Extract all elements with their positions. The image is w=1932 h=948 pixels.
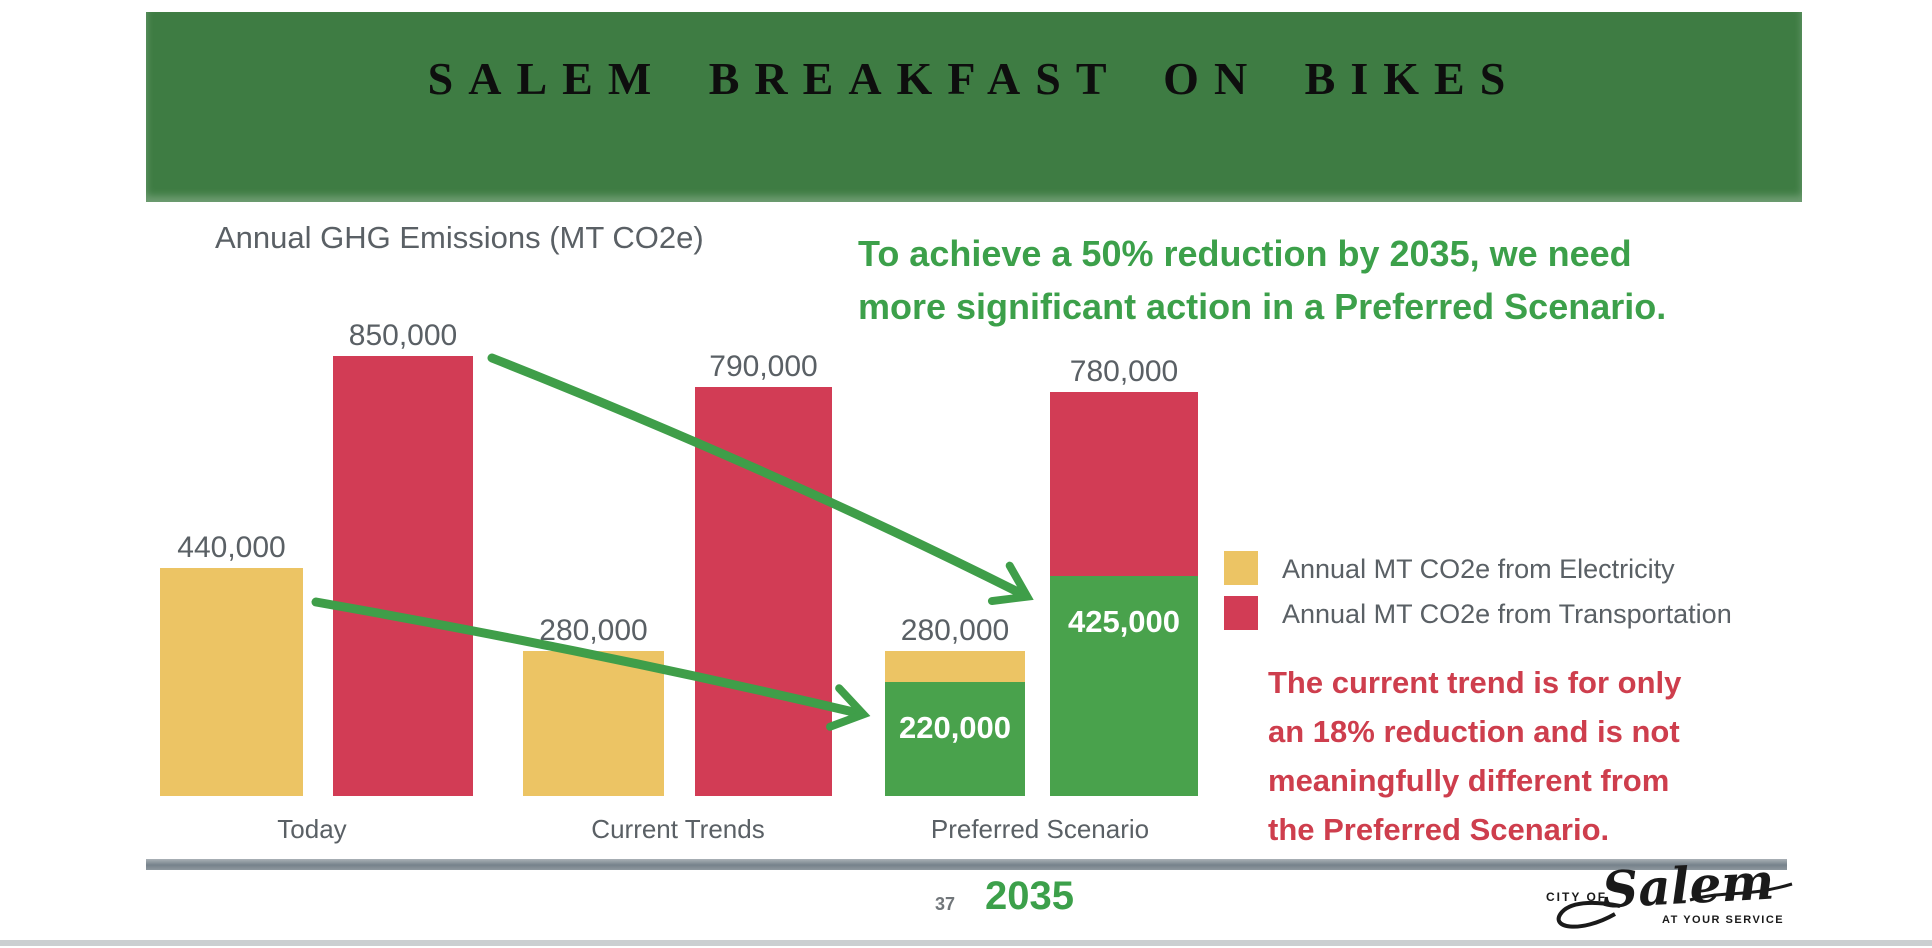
slide-title: SALEM BREAKFAST ON BIKES	[427, 53, 1521, 104]
bar-segment-electricity-electricity	[885, 651, 1025, 683]
red-callout-line-1: The current trend is for only	[1268, 665, 1682, 700]
bar-segment-electricity-preferred	[885, 682, 1025, 796]
bar-segment-transportation-transportation	[333, 356, 473, 796]
bar-segment-electricity-electricity	[160, 568, 303, 796]
category-label-current-trends: Current Trends	[591, 814, 765, 844]
red-callout-line-4: the Preferred Scenario.	[1268, 812, 1610, 847]
bar-segment-transportation-transportation	[695, 387, 832, 796]
logo-swoosh-icon	[1556, 882, 1793, 929]
bar-segment-transportation-transportation	[1050, 392, 1198, 576]
footer-divider	[146, 859, 1787, 870]
legend-label: Annual MT CO2e from Transportation	[1282, 599, 1732, 629]
bottom-edge-line	[0, 940, 1932, 946]
electricity-swatch-icon	[1224, 551, 1258, 585]
bar-value-label: 850,000	[348, 319, 458, 352]
transportation-swatch-icon	[1224, 596, 1258, 630]
green-callout: To achieve a 50% reduction by 2035, we n…	[858, 227, 1666, 333]
city-of-salem-logo: CITY OF Salem AT YOUR SERVICE	[1540, 852, 1800, 942]
bar-value-label: 790,000	[709, 350, 818, 384]
category-label-today: Today	[277, 814, 347, 844]
logo-name: Salem	[1600, 851, 1776, 920]
red-callout-line-3: meaningfully different from	[1268, 763, 1670, 798]
category-label-preferred-scenario: Preferred Scenario	[930, 814, 1150, 844]
bar-value-label: 280,000	[900, 614, 1010, 648]
red-callout-line-2: an 18% reduction and is not	[1268, 714, 1680, 749]
title-banner: SALEM BREAKFAST ON BIKES	[146, 12, 1802, 202]
green-callout-line-1: To achieve a 50% reduction by 2035, we n…	[858, 233, 1632, 274]
bar-value-label: 440,000	[177, 531, 286, 565]
bar-inner-label: 425,000	[1067, 604, 1181, 639]
page-number: 37	[934, 894, 956, 914]
legend-label: Annual MT CO2e from Electricity	[1282, 554, 1675, 584]
bar-value-label: 280,000	[539, 614, 648, 648]
bar-inner-label: 220,000	[898, 710, 1012, 746]
bar-segment-transportation-preferred	[1050, 576, 1198, 796]
chart-title: Annual GHG Emissions (MT CO2e)	[215, 220, 704, 255]
red-callout: The current trend is for only an 18% red…	[1268, 658, 1681, 854]
logo-tagline: AT YOUR SERVICE	[1662, 914, 1785, 926]
year-label: 2035	[985, 874, 1074, 918]
green-callout-line-2: more significant action in a Preferred S…	[858, 286, 1667, 327]
logo-prefix: CITY OF	[1546, 890, 1608, 904]
bar-value-label: 780,000	[1069, 355, 1179, 389]
bar-segment-electricity-electricity	[523, 651, 664, 796]
